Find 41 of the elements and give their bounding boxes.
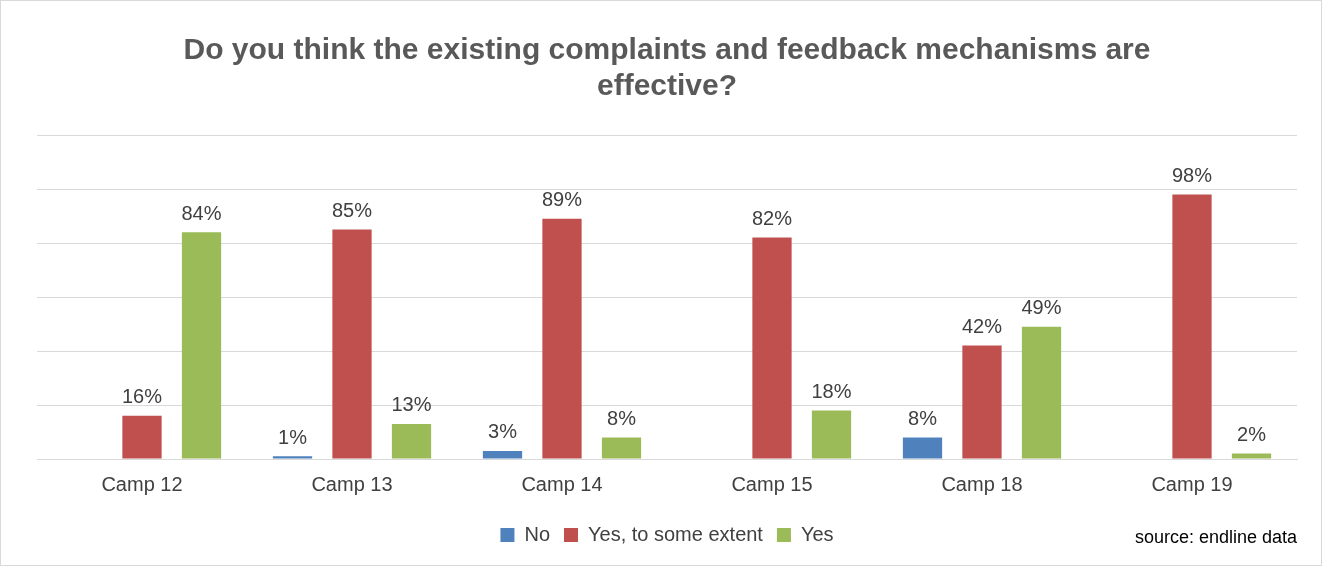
legend-label: No xyxy=(524,522,551,545)
x-tick-label: Camp 18 xyxy=(941,472,1023,495)
data-label: 3% xyxy=(488,420,518,443)
x-tick-label: Camp 14 xyxy=(521,472,603,495)
data-label: 16% xyxy=(121,385,163,408)
x-tick-label: Camp 19 xyxy=(1151,472,1233,495)
data-label: 1% xyxy=(278,425,308,448)
data-label: 89% xyxy=(541,188,583,211)
bar xyxy=(601,437,642,459)
bar xyxy=(482,450,523,459)
source-note: source: endline data xyxy=(1134,526,1298,547)
bar xyxy=(181,232,222,459)
data-label: 8% xyxy=(908,406,938,429)
bar xyxy=(272,456,313,459)
legend-label: Yes xyxy=(800,522,834,545)
bar xyxy=(902,437,943,459)
bar xyxy=(122,415,162,459)
bar xyxy=(1172,194,1212,459)
bar xyxy=(811,410,852,459)
bar xyxy=(1231,453,1272,459)
bar xyxy=(1021,326,1062,459)
x-tick-label: Camp 13 xyxy=(311,472,393,495)
data-label: 49% xyxy=(1021,296,1062,319)
data-label: 42% xyxy=(961,315,1003,338)
data-label: 8% xyxy=(607,406,637,429)
data-label: 85% xyxy=(331,199,373,222)
data-label: 13% xyxy=(391,393,432,416)
legend-label: Yes, to some extent xyxy=(588,522,764,545)
data-label: 2% xyxy=(1237,423,1267,446)
data-label: 98% xyxy=(1171,163,1213,186)
x-tick-label: Camp 15 xyxy=(731,472,813,495)
x-tick-label: Camp 12 xyxy=(101,472,183,495)
bar xyxy=(962,345,1002,459)
bar xyxy=(752,237,792,459)
bar xyxy=(542,218,582,459)
bar xyxy=(332,229,372,459)
data-label: 82% xyxy=(751,207,793,230)
data-label: 84% xyxy=(181,201,222,224)
bar xyxy=(391,423,432,459)
chart-title: Do you think the existing complaints and feedback mechanisms are effective? xyxy=(183,32,1151,102)
data-label: 18% xyxy=(811,379,852,402)
